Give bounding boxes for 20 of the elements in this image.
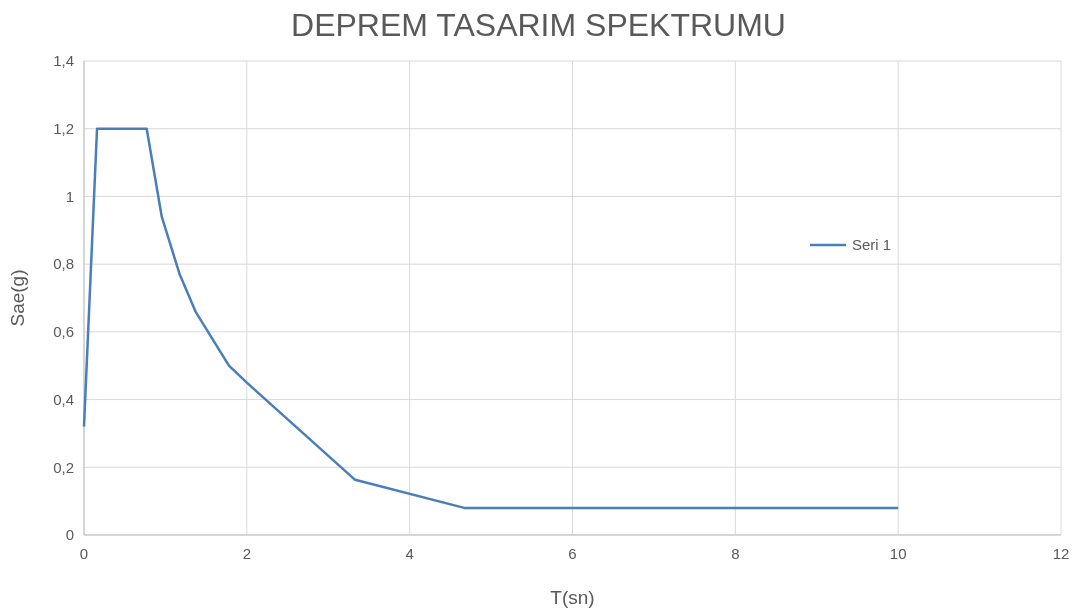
x-tick-label: 10 <box>889 545 907 562</box>
line-series <box>82 127 900 510</box>
x-tick-label: 2 <box>242 545 252 562</box>
chart-title: DEPREM TASARIM SPEKTRUMU <box>291 7 786 43</box>
x-tick-label: 0 <box>79 545 89 562</box>
x-tick-label: 6 <box>568 545 577 562</box>
y-tick-label: 0,4 <box>53 390 74 408</box>
y-tick-label: 1 <box>65 187 74 205</box>
y-tick-label: 0 <box>65 526 74 544</box>
x-tick-label: 12 <box>1052 545 1070 562</box>
x-tick-label: 4 <box>405 545 414 562</box>
y-tick-label: 0,2 <box>53 458 74 476</box>
x-axis-title: T(sn) <box>550 587 595 608</box>
y-tick-label: 0,8 <box>53 255 74 273</box>
x-tick-label: 8 <box>731 545 740 562</box>
legend-label: Seri 1 <box>852 236 892 254</box>
y-axis-title: Sae(g) <box>7 269 28 327</box>
y-tick-label: 1,4 <box>53 52 74 70</box>
y-tick-label: 0,6 <box>53 323 74 341</box>
y-tick-label: 1,2 <box>53 119 74 137</box>
